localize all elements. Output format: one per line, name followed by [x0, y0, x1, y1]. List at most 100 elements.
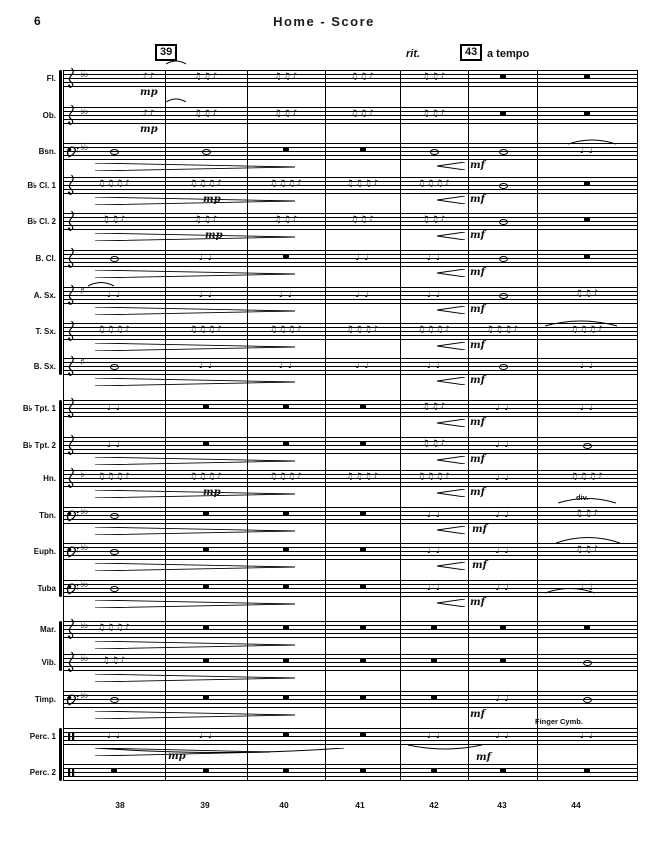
note-glyphs: ♫♫♫♪ [570, 325, 604, 335]
whole-rest [499, 769, 506, 772]
note-glyphs: ♫♫♫♪ [189, 179, 223, 189]
staff-line [63, 147, 637, 148]
measure-number: 43 [497, 800, 507, 810]
whole-rest [359, 442, 366, 445]
hairpin-decrescendo-icon [95, 600, 295, 608]
staff-line [63, 177, 637, 178]
note-glyphs: ♩ ♩ [495, 440, 510, 450]
slur-arc [96, 748, 344, 758]
staff-line [63, 366, 637, 367]
note-glyphs: ♩ ♩ [355, 253, 370, 263]
dynamic-marking-mp: mp [140, 87, 158, 98]
whole-rest [584, 182, 590, 185]
treble-clef-icon [66, 246, 77, 271]
note-glyphs: ♫♫♪ [350, 72, 375, 82]
whole-note [498, 364, 508, 370]
key-signature: ♯ [80, 357, 85, 368]
annotation-text: div. [576, 493, 589, 502]
staff-line [63, 229, 637, 230]
slur-arc [558, 494, 616, 504]
note-glyphs: ♫♫♪ [421, 402, 447, 412]
bass-clef-icon [66, 581, 79, 595]
staff-line [63, 299, 637, 300]
staff-row-t-sx: ♫♫♫♪ ♫♫♫♪ ♫♫♫♪ ♫♫♫♪ ♫♫♫♪ ♫♫♫♪ ♫♫♫♪ [63, 320, 637, 341]
staff-line [63, 629, 637, 630]
whole-rest [203, 405, 209, 408]
staff-line [63, 111, 637, 112]
staff-line [63, 658, 637, 659]
whole-rest [283, 659, 289, 662]
whole-rest [203, 585, 209, 588]
key-signature: ♭♭ [80, 579, 89, 590]
staff-line [63, 555, 637, 556]
whole-rest [431, 659, 437, 662]
staff-line [63, 287, 637, 288]
whole-rest [359, 585, 366, 588]
staff-line [63, 768, 637, 769]
measure-number: 42 [429, 800, 439, 810]
hairpin-crescendo-icon [437, 306, 465, 314]
instrument-label-fl: Fl. [46, 74, 56, 83]
hairpin-crescendo-icon [437, 162, 465, 170]
hairpin-decrescendo-icon [95, 378, 295, 386]
treble-clef-icon [66, 466, 77, 491]
hairpin-crescendo-icon [437, 232, 465, 240]
note-glyphs: ♫♫♫♪ [345, 179, 380, 189]
staff-line [63, 728, 637, 729]
staff-line [63, 625, 637, 626]
dynamic-marking-mf: mf [470, 194, 485, 205]
bass-clef-icon [66, 508, 79, 522]
whole-rest [283, 585, 289, 588]
note-glyphs: ♫♫♪ [421, 109, 447, 119]
note-glyphs: ♩ ♩ [198, 253, 214, 263]
dynamic-marking-mf: mf [470, 230, 485, 241]
staff-line [63, 523, 637, 524]
slur-arc [166, 58, 186, 65]
staff-line [63, 637, 637, 638]
whole-rest [203, 512, 209, 515]
staff-line [63, 416, 637, 417]
whole-rest [203, 548, 209, 551]
staff-line [63, 213, 637, 214]
staff-line [63, 662, 637, 663]
note-glyphs: ♩ ♩ [495, 731, 510, 741]
whole-rest [283, 255, 289, 258]
staff-line [63, 189, 637, 190]
whole-note [110, 256, 119, 262]
staff-line [63, 374, 637, 375]
staff-line [63, 478, 637, 479]
instrument-label-b-tpt-2: B♭ Tpt. 2 [22, 441, 56, 450]
treble-clef-icon [66, 617, 77, 642]
staff-line [63, 764, 637, 765]
percussion-clef-icon [68, 768, 75, 777]
staff-line [63, 400, 637, 401]
whole-rest [499, 626, 506, 629]
whole-rest [283, 769, 289, 772]
staff-line [63, 217, 637, 218]
rehearsal-mark-43: 43 [460, 44, 483, 61]
staff-line [63, 151, 637, 152]
staff-line [63, 107, 637, 108]
whole-rest [584, 255, 590, 258]
whole-rest [283, 733, 289, 736]
note-glyphs: ♫♫♫♪ [269, 472, 303, 482]
key-signature: ♭♭ [80, 506, 89, 517]
whole-note [430, 149, 439, 155]
instrument-label-perc-1: Perc. 1 [29, 732, 56, 741]
hairpin-crescendo-icon [437, 377, 465, 385]
whole-rest [283, 696, 289, 699]
staff-line [63, 258, 637, 259]
staff-row-perc-2 [63, 764, 637, 781]
whole-rest [499, 112, 506, 115]
staff-row-bsn: ♭♭ ♩ ♩ [63, 142, 637, 160]
dynamic-marking-mp: mp [203, 487, 221, 498]
dynamic-marking-mf: mf [470, 160, 485, 171]
staff-line [63, 486, 637, 487]
note-glyphs: ♫♫♫♪ [485, 325, 520, 335]
whole-rest [359, 733, 366, 736]
whole-rest [584, 769, 590, 772]
whole-rest [283, 626, 289, 629]
instrument-label-hn: Hn. [43, 474, 56, 483]
staff-line [63, 633, 637, 634]
barline [400, 70, 401, 781]
